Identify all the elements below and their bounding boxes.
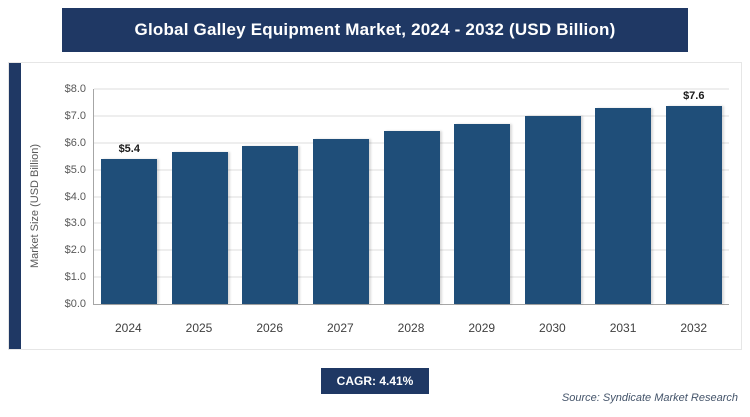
x-tick-label: 2031 [609, 321, 637, 335]
y-axis-title: Market Size (USD Billion) [29, 143, 41, 269]
bar-2026 [242, 145, 299, 304]
bar-2028 [383, 131, 440, 304]
plot-area: $0.0 $1.0 $2.0 $3.0 $4.0 $5.0 $6.0 $7.0 $8.0 $5.… [65, 83, 729, 310]
bar-value-label: $7.6 [683, 90, 705, 102]
y-tick-label: $8.0 [64, 83, 86, 95]
bar-2025 [171, 152, 228, 304]
left-accent-stripe [9, 63, 21, 349]
cagr-badge-wrap: CAGR: 4.41% [0, 368, 750, 394]
bar-column-2028 [376, 89, 447, 304]
bar-column-2032: $7.6 [659, 89, 730, 304]
bar-2030 [524, 115, 581, 304]
bar-column-2031 [588, 89, 659, 304]
bar-2032 [665, 106, 722, 304]
x-tick-label: 2030 [539, 321, 566, 335]
bar-2031 [595, 107, 652, 304]
bar-value-label: $5.4 [118, 142, 140, 155]
x-tick-label: 2029 [468, 321, 496, 335]
chart-card: Market Size (USD Billion) $0.0 $1.0 $2.0 $3… [8, 62, 742, 350]
x-tick-label: 2032 [680, 321, 708, 335]
x-tick-label: 2028 [397, 321, 425, 335]
y-tick-label: $7.0 [64, 109, 86, 122]
bar-column-2026 [235, 89, 306, 304]
chart-title-bar: Global Galley Equipment Market, 2024 - 2… [62, 8, 688, 52]
bar-column-2027 [306, 89, 377, 304]
x-labels: 2024 2025 2026 2027 2028 2029 2030 2031 2032 [93, 321, 729, 335]
bar-2027 [312, 139, 369, 304]
y-tick-label: $4.0 [64, 190, 86, 203]
y-tick-label: $0.0 [64, 298, 86, 310]
x-tick-label: 2026 [256, 321, 284, 335]
bar-column-2024: $5.4 [94, 89, 165, 304]
bar-column-2029 [447, 89, 518, 304]
x-tick-label: 2027 [327, 321, 354, 335]
source-attribution: Source: Syndicate Market Research [561, 392, 738, 404]
bars: $5.4 $7.6 [94, 89, 729, 304]
x-tick-label: 2025 [185, 321, 213, 335]
bar-column-2030 [517, 89, 588, 304]
y-tick-label: $5.0 [64, 163, 86, 176]
cagr-badge: CAGR: 4.41% [320, 368, 430, 394]
chart-title: Global Galley Equipment Market, 2024 - 2… [134, 20, 616, 39]
x-tick-label: 2024 [114, 321, 142, 335]
y-tick-label: $6.0 [64, 136, 86, 149]
chart-footer: CAGR: 4.41% Source: Syndicate Market Res… [0, 368, 750, 410]
y-tick-label: $2.0 [64, 244, 86, 257]
gridline [94, 115, 729, 117]
bar-column-2025 [165, 89, 236, 304]
bar-2029 [454, 123, 511, 304]
bar-2024 [101, 158, 158, 304]
y-tick-label: $1.0 [64, 271, 86, 284]
y-tick-label: $3.0 [64, 217, 86, 230]
gridline [94, 88, 729, 90]
